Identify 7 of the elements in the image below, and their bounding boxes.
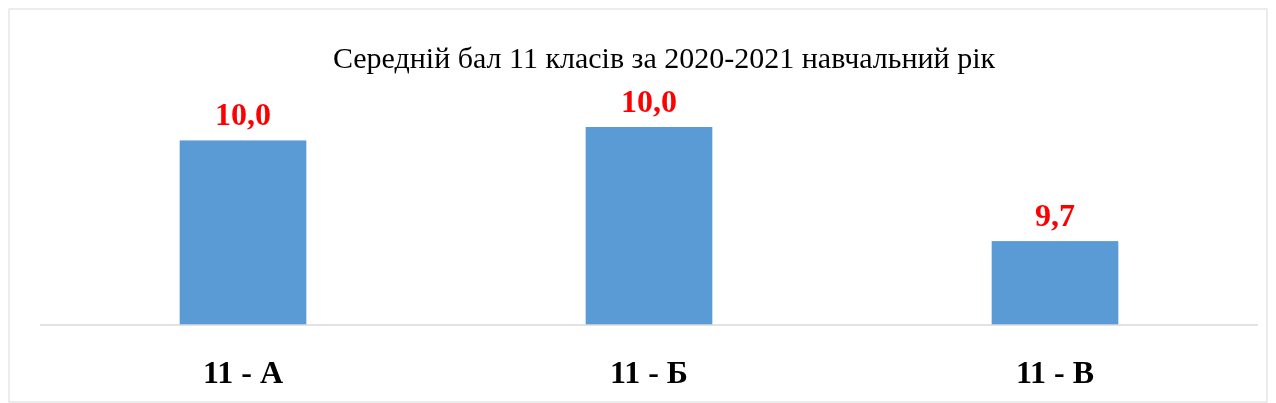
data-label: 10,0 [621, 83, 677, 119]
chart-title: Середній бал 11 класів за 2020-2021 навчальний рік [332, 41, 996, 74]
x-tick-label: 11 - А [203, 354, 283, 390]
x-tick-label: 11 - В [1015, 354, 1095, 390]
data-label: 9,7 [1035, 197, 1075, 234]
data-label: 10,0 [215, 96, 271, 133]
x-tick-label: 11 - Б [609, 354, 689, 390]
